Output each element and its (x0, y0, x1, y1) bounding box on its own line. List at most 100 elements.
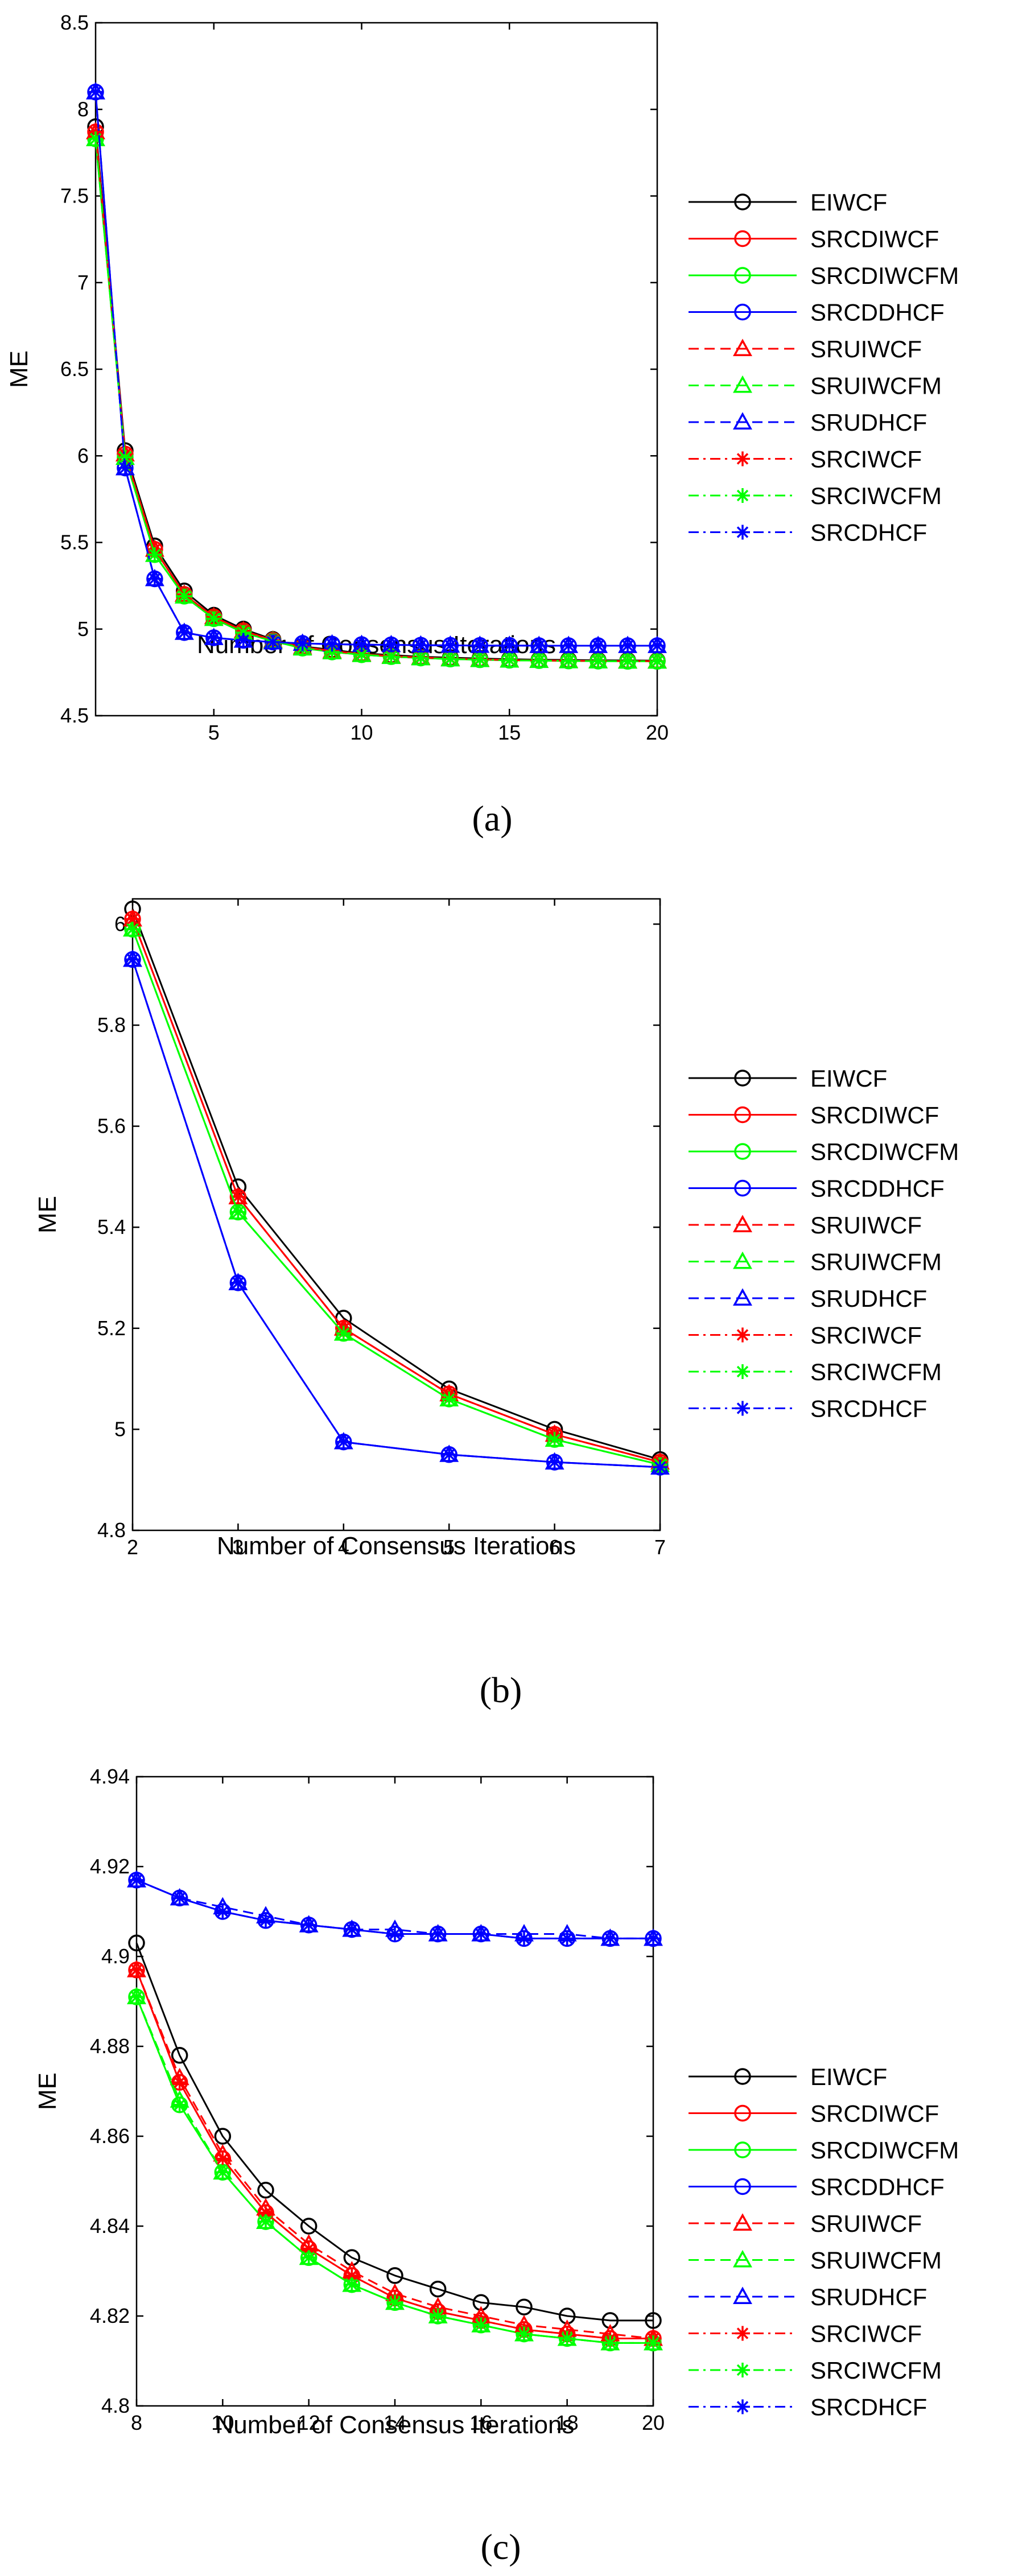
data-point (129, 1989, 144, 2005)
legend-marker (734, 2068, 751, 2085)
data-point (646, 1931, 661, 1946)
x-tick-label: 10 (211, 2411, 234, 2434)
data-point (172, 2075, 187, 2090)
data-point (258, 2205, 273, 2220)
data-point (206, 611, 221, 626)
y-tick-label: 8 (77, 97, 89, 121)
y-tick-label: 8.5 (60, 11, 89, 34)
data-point (472, 652, 488, 667)
legend-label: SRCDDHCF (810, 1175, 945, 1202)
legend: EIWCF SRCDIWCF SRCDIWCFM SRCDDHCF SRUIWCF SRU… (689, 189, 959, 546)
legend-marker (733, 1251, 752, 1269)
x-tick-label: 14 (384, 2411, 406, 2434)
data-point (344, 2268, 360, 2283)
legend-label: SRCDHCF (810, 1396, 927, 1422)
series-line (131, 928, 661, 1466)
data-point (502, 638, 517, 653)
legend-label: SRCDHCF (810, 2394, 927, 2421)
x-tick-label: 15 (498, 721, 521, 744)
y-tick-label: 5.8 (97, 1013, 126, 1037)
data-point (354, 647, 369, 662)
y-axis-label: ME (5, 350, 33, 388)
series-srcdhcf (88, 84, 665, 653)
legend-label: SRUIWCF (810, 1212, 922, 1239)
legend-label: SRCDIWCF (810, 226, 939, 253)
data-point (531, 653, 547, 668)
data-point (171, 2047, 188, 2064)
y-tick-label: 5.5 (60, 531, 89, 554)
data-point (215, 2151, 230, 2166)
x-tick-label: 5 (443, 1535, 455, 1559)
data-point (258, 2214, 273, 2230)
data-point (413, 638, 428, 653)
data-point (230, 1189, 246, 1204)
data-point (603, 2335, 618, 2351)
data-point (442, 1392, 457, 1407)
legend-label: SRCIWCFM (810, 482, 942, 509)
x-tick-label: 20 (642, 2411, 665, 2434)
data-point (388, 1926, 402, 1942)
legend-marker (734, 1106, 751, 1124)
y-tick-label: 5.2 (97, 1316, 126, 1340)
data-point (336, 1326, 351, 1341)
legend-label: SRUIWCF (810, 336, 922, 362)
legend-marker (733, 1288, 752, 1306)
legend-label: SRCIWCFM (810, 1359, 942, 1385)
legend-marker (733, 2213, 752, 2231)
data-point (443, 651, 458, 667)
legend-label: SRCDIWCF (810, 2100, 939, 2127)
data-point (265, 634, 281, 650)
legend-marker (734, 1143, 751, 1160)
data-point (257, 2182, 274, 2199)
data-point (620, 654, 636, 669)
legend-marker (733, 1215, 752, 1232)
data-point (472, 638, 488, 653)
data-point (301, 1917, 316, 1933)
data-point (620, 638, 636, 653)
caption-a: (a) (472, 798, 512, 839)
data-point (559, 2331, 575, 2346)
legend-marker (735, 525, 750, 540)
data-point (117, 460, 133, 476)
legend-label: SRUIWCFM (810, 373, 942, 399)
data-point (230, 1275, 246, 1290)
y-tick-label: 7.5 (60, 184, 89, 208)
x-axis-label: Number of Consensus Iterations (216, 2411, 575, 2439)
legend-label: EIWCF (810, 2063, 887, 2090)
legend-marker (735, 1327, 750, 1343)
y-tick-label: 4.9 (101, 1945, 130, 1968)
legend-label: SRCDIWCFM (810, 2137, 959, 2164)
y-tick-label: 6 (77, 444, 89, 467)
x-tick-label: 12 (298, 2411, 320, 2434)
data-point (172, 2097, 187, 2112)
data-point (384, 649, 399, 664)
y-tick-label: 4.8 (101, 2394, 130, 2417)
legend-label: SRCIWCFM (810, 2357, 942, 2384)
data-point (300, 2218, 318, 2235)
data-point (301, 2241, 316, 2256)
data-point (384, 637, 399, 653)
legend-marker (735, 2326, 750, 2341)
legend-label: EIWCF (810, 189, 887, 216)
series-srciwcfm (88, 131, 665, 669)
legend-marker (734, 1179, 751, 1197)
x-tick-label: 16 (469, 2411, 492, 2434)
series-line (131, 959, 661, 1468)
data-point (147, 547, 162, 562)
data-point (336, 1434, 351, 1450)
data-point (324, 637, 340, 652)
legend-marker (733, 375, 752, 393)
data-point (547, 1455, 562, 1470)
data-point (324, 644, 340, 659)
y-tick-label: 4.84 (90, 2214, 130, 2238)
y-tick-label: 4.94 (90, 1765, 130, 1788)
series-srciwcfm (129, 1989, 661, 2351)
x-axis-label: Number of Consensus Iterations (217, 1532, 576, 1560)
legend-marker (734, 303, 751, 321)
legend-label: SRUIWCFM (810, 1249, 942, 1275)
plot-area (131, 898, 661, 1531)
legend-marker (734, 2178, 751, 2195)
data-point (531, 638, 547, 653)
